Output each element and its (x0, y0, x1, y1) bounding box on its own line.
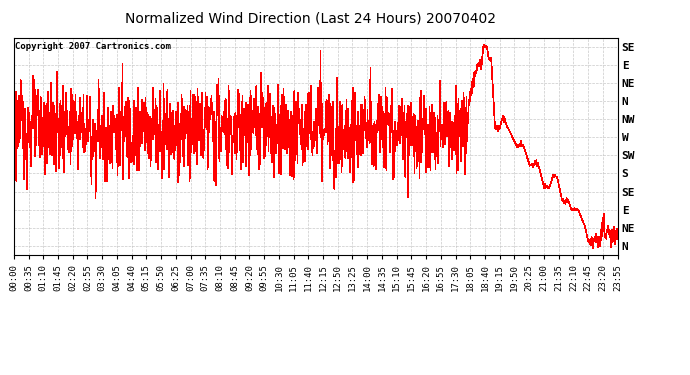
Text: Normalized Wind Direction (Last 24 Hours) 20070402: Normalized Wind Direction (Last 24 Hours… (125, 11, 496, 25)
Text: Copyright 2007 Cartronics.com: Copyright 2007 Cartronics.com (15, 42, 171, 51)
